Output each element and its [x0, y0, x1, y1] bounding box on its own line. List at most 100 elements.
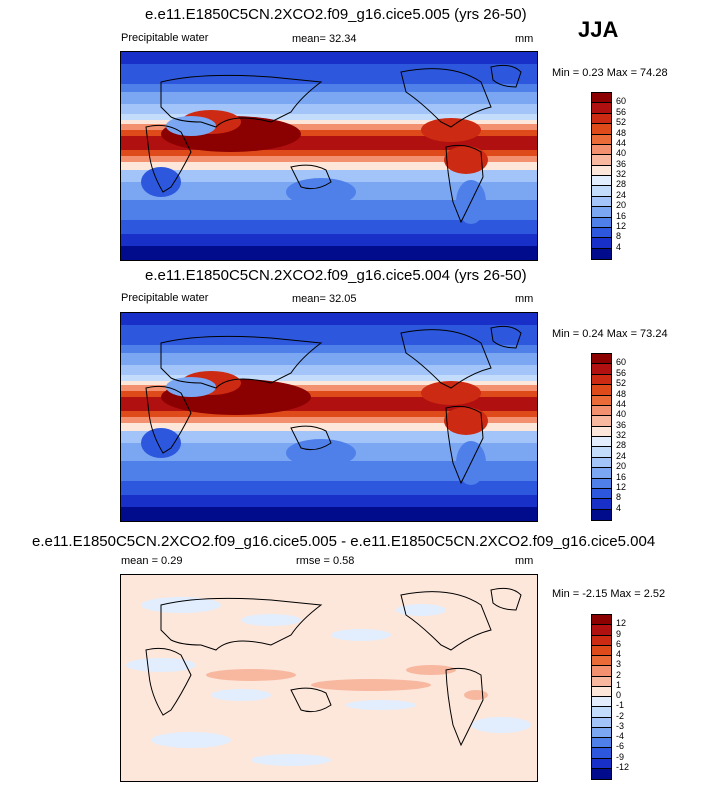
colorbar-tick-label: 56: [616, 106, 627, 117]
colorbar-tick-label: -9: [616, 751, 625, 762]
colorbar-tick-label: 28: [616, 179, 627, 190]
colorbar-tick-label: 12: [616, 220, 627, 231]
panel3-mean-label: mean = 0.29: [121, 555, 183, 567]
panel2-title: e.e11.E1850C5CN.2XCO2.f09_g16.cice5.004 …: [145, 267, 527, 284]
panel3-title: e.e11.E1850C5CN.2XCO2.f09_g16.cice5.005 …: [32, 533, 656, 550]
panel2-map: [120, 312, 538, 522]
colorbar-swatch: [592, 499, 611, 510]
colorbar-swatch: [592, 758, 611, 769]
colorbar-swatch: [592, 635, 611, 646]
colorbar-swatch: [592, 248, 611, 259]
colorbar-tick-label: 36: [616, 419, 627, 430]
colorbar-swatch: [592, 395, 611, 406]
colorbar-swatch: [592, 124, 611, 135]
colorbar-swatch: [592, 196, 611, 208]
colorbar-swatch: [592, 707, 611, 718]
colorbar-swatch: [592, 426, 611, 437]
panel2-mean-label: mean= 32.05: [292, 293, 357, 305]
colorbar-swatch: [592, 385, 611, 396]
colorbar-swatch: [592, 238, 611, 249]
colorbar-tick-label: -12: [616, 761, 630, 772]
colorbar-swatch: [592, 405, 611, 417]
colorbar-tick-label: 20: [616, 200, 627, 211]
panel2-map-svg: [121, 313, 537, 521]
colorbar-tick-label: 20: [616, 461, 627, 472]
colorbar-tick-label: 2: [616, 669, 622, 680]
colorbar-swatch: [592, 134, 611, 145]
colorbar-tick-label: -1: [616, 700, 625, 711]
colorbar-swatch: [592, 103, 611, 114]
colorbar-swatch: [592, 509, 611, 520]
panel1-variable-label: Precipitable water: [121, 32, 209, 44]
colorbar-swatch: [592, 717, 611, 728]
panel1-map-svg: [121, 52, 537, 260]
colorbar-swatch: [592, 727, 611, 738]
panel3-map: [120, 574, 538, 782]
panel1-mean-label: mean= 32.34: [292, 33, 357, 45]
colorbar-tick-label: 56: [616, 367, 627, 378]
colorbar-swatch: [592, 186, 611, 197]
colorbar-swatch: [592, 697, 611, 708]
colorbar-swatch: [592, 615, 611, 626]
colorbar-tick-label: 60: [616, 357, 627, 368]
colorbar-tick-label: 48: [616, 127, 627, 138]
colorbar-tick-label: 4: [616, 502, 622, 513]
colorbar-swatch: [592, 748, 611, 759]
colorbar-tick-label: 40: [616, 409, 627, 420]
colorbar-swatch: [592, 144, 611, 156]
panel3-rmse-label: rmse = 0.58: [296, 555, 355, 567]
colorbar-swatch: [592, 645, 611, 656]
colorbar-swatch: [592, 457, 611, 469]
panel2-minmax: Min = 0.24 Max = 73.24: [552, 328, 668, 340]
panel2-variable-label: Precipitable water: [121, 292, 209, 304]
panel3-map-svg: [121, 575, 537, 781]
colorbar-tick-label: 9: [616, 628, 622, 639]
colorbar-tick-label: -6: [616, 741, 625, 752]
colorbar-swatch: [592, 155, 611, 166]
colorbar-swatch: [592, 738, 611, 749]
colorbar-swatch: [592, 666, 611, 677]
colorbar-tick-label: 6: [616, 638, 622, 649]
panel3-units: mm: [515, 555, 534, 567]
colorbar-swatch: [592, 354, 611, 365]
colorbar-tick-label: 32: [616, 430, 627, 440]
colorbar-tick-label: 0: [616, 690, 622, 700]
panel1-colorbar: [591, 92, 612, 260]
colorbar-tick-label: 24: [616, 189, 627, 200]
colorbar-tick-label: 36: [616, 158, 627, 169]
panel1-map: [120, 51, 538, 261]
colorbar-swatch: [592, 217, 611, 228]
colorbar-tick-label: 40: [616, 148, 627, 159]
colorbar-swatch: [592, 165, 611, 176]
colorbar-swatch: [592, 686, 611, 697]
panel2-colorbar: [591, 353, 612, 521]
colorbar-tick-label: -2: [616, 710, 625, 721]
colorbar-tick-label: 16: [616, 210, 627, 221]
colorbar-swatch: [592, 416, 611, 427]
colorbar-swatch: [592, 468, 611, 479]
colorbar-swatch: [592, 488, 611, 500]
colorbar-swatch: [592, 374, 611, 386]
colorbar-tick-label: -3: [616, 720, 625, 731]
colorbar-tick-label: 32: [616, 169, 627, 179]
colorbar-swatch: [592, 625, 611, 636]
colorbar-swatch: [592, 768, 611, 779]
colorbar-tick-label: 4: [616, 649, 622, 659]
colorbar-swatch: [592, 676, 611, 687]
colorbar-tick-label: 8: [616, 231, 622, 242]
colorbar-tick-label: 48: [616, 388, 627, 399]
colorbar-swatch: [592, 364, 611, 375]
panel1-minmax: Min = 0.23 Max = 74.28: [552, 67, 668, 79]
colorbar-tick-label: 16: [616, 471, 627, 482]
colorbar-tick-label: 28: [616, 440, 627, 451]
colorbar-swatch: [592, 478, 611, 489]
colorbar-tick-label: 1: [616, 679, 622, 690]
colorbar-tick-label: 12: [616, 481, 627, 492]
colorbar-swatch: [592, 437, 611, 448]
colorbar-tick-label: 4: [616, 241, 622, 252]
season-label: JJA: [578, 17, 619, 42]
colorbar-tick-label: -4: [616, 731, 625, 741]
colorbar-tick-label: 8: [616, 492, 622, 503]
colorbar-tick-label: 12: [616, 618, 627, 629]
colorbar-tick-label: 52: [616, 378, 627, 389]
